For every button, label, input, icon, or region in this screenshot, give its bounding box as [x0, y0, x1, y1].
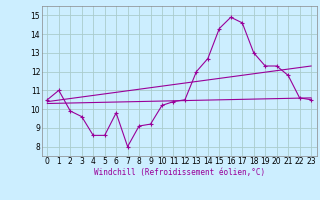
X-axis label: Windchill (Refroidissement éolien,°C): Windchill (Refroidissement éolien,°C) [94, 168, 265, 177]
